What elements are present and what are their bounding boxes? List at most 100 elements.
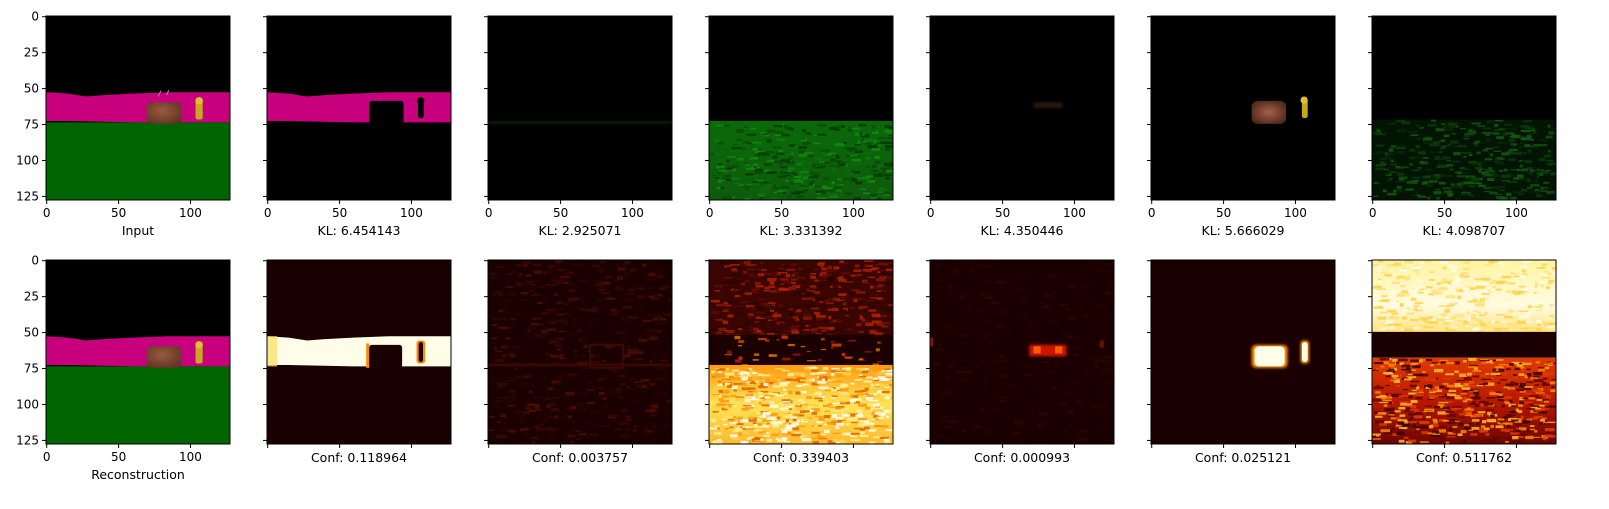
heat-upper-noise: [756, 307, 765, 310]
heat-lower-noise: [1485, 377, 1494, 380]
heat-faint-noise: [605, 275, 613, 279]
heat-lower-noise: [1484, 438, 1495, 441]
heat-upper-noise: [743, 270, 747, 274]
heat-upper-noise: [746, 305, 754, 308]
heat-floor-noise: [856, 393, 867, 396]
heat-floor-noise: [724, 376, 729, 378]
mask-background: [930, 16, 1114, 200]
heat-lower-noise: [1433, 389, 1442, 393]
heat-lower-noise: [1427, 432, 1436, 435]
floor-texture: [798, 195, 803, 199]
heat-floor-noise: [760, 440, 766, 443]
faint-floor-texture: [1452, 133, 1456, 135]
faint-floor-texture: [1373, 182, 1379, 184]
heat-lower-noise: [1492, 368, 1497, 371]
heat-lower-noise: [1516, 364, 1523, 367]
heat-floor-noise: [723, 423, 728, 426]
heat-floor-noise: [820, 433, 826, 436]
heat-lower-noise: [1395, 361, 1400, 365]
heat-lower-noise: [1481, 362, 1489, 364]
heat-lower-noise: [1436, 363, 1441, 365]
heat-faint-noise: [653, 318, 659, 321]
floor-texture: [877, 144, 882, 146]
heat-box-noise: [944, 326, 954, 330]
heat-lower-noise: [1535, 361, 1541, 364]
faint-floor-texture: [1530, 184, 1540, 187]
heat-floor-noise: [730, 428, 735, 430]
heat-upper-noise: [857, 301, 864, 304]
heat-floor-noise: [799, 379, 807, 382]
heat-lower-noise: [1469, 402, 1475, 405]
heat-faint-noise: [546, 405, 551, 408]
heat-lower-noise: [1403, 378, 1412, 381]
heat-lower-noise: [1395, 431, 1405, 435]
faint-floor-texture: [1395, 180, 1405, 183]
heat-floor-noise: [835, 417, 844, 420]
heat-faint-noise: [557, 348, 562, 351]
heat-lower-noise: [1409, 369, 1417, 371]
heat-upper-noise: [825, 325, 830, 329]
heat-faint-noise: [662, 329, 667, 333]
faint-floor-texture: [1520, 188, 1528, 192]
heat-lower-noise: [1453, 406, 1462, 410]
heat-sky-noise: [1466, 317, 1471, 321]
heat-sky-noise: [1444, 281, 1451, 284]
heat-faint-noise: [490, 293, 498, 296]
heat-faint-noise: [581, 309, 591, 311]
heat-lower-noise: [1373, 436, 1379, 440]
y-tick-label: 125: [16, 189, 39, 203]
heat-wall-sparks: [758, 337, 767, 341]
bottom-panel-6: Conf: 0.511762: [1368, 259, 1557, 465]
heat-lower-noise: [1515, 429, 1521, 432]
faint-floor-texture: [1456, 175, 1467, 177]
heat-upper-noise: [786, 317, 791, 319]
heat-floor-noise: [712, 410, 719, 413]
faint-floor-texture: [1539, 190, 1548, 192]
heat-upper-noise: [745, 320, 752, 324]
heat-wall-sparks: [738, 356, 743, 360]
heat-sky-noise: [1518, 310, 1529, 312]
heat-box-noise: [1052, 292, 1059, 296]
heat-upper-noise: [793, 306, 802, 310]
floor-texture: [779, 171, 786, 173]
heat-faint-noise: [590, 355, 601, 358]
heat-faint-noise: [518, 272, 523, 277]
heat-faint-noise: [566, 300, 571, 304]
heat-faint-noise: [494, 353, 499, 357]
heat-floor-noise: [711, 405, 717, 409]
faint-floor-texture: [1518, 146, 1524, 148]
heat-floor-noise: [830, 373, 835, 376]
heat-sky-noise: [1533, 292, 1537, 294]
heat-box-noise: [942, 391, 952, 395]
heat-floor-noise: [884, 375, 892, 378]
faint-floor-texture: [1424, 175, 1432, 179]
heat-floor-noise: [824, 410, 831, 413]
heat-upper-noise: [828, 297, 834, 300]
faint-floor-texture: [1453, 152, 1461, 156]
faint-floor-texture: [1501, 152, 1510, 156]
heat-upper-noise: [876, 323, 884, 326]
heat-lower-noise: [1485, 433, 1490, 436]
heat-lower-noise: [1416, 417, 1425, 420]
floor-texture: [866, 140, 871, 143]
heat-upper-noise: [806, 295, 811, 298]
heat-upper-noise: [863, 260, 874, 263]
heat-wall-sparks: [765, 339, 769, 342]
faint-floor-texture: [1539, 139, 1546, 142]
floor-texture: [864, 151, 871, 155]
heat-floor-noise: [710, 395, 720, 399]
floor-texture: [778, 176, 785, 178]
heat-sky-noise: [1485, 324, 1489, 329]
heat-faint-noise: [551, 360, 561, 364]
heat-upper-noise: [821, 275, 826, 279]
heat-lower-noise: [1443, 413, 1449, 415]
heat-lower-noise: [1444, 362, 1454, 365]
heat-lower-noise: [1463, 377, 1472, 381]
heat-floor-noise: [829, 406, 835, 409]
heat-faint-noise: [647, 272, 656, 276]
heat-sky-noise: [1459, 274, 1465, 278]
heat-floor-noise: [879, 384, 890, 387]
heat-faint-noise: [584, 366, 591, 369]
faint-floor-texture: [1530, 139, 1534, 142]
heat-floor-noise: [876, 417, 885, 420]
